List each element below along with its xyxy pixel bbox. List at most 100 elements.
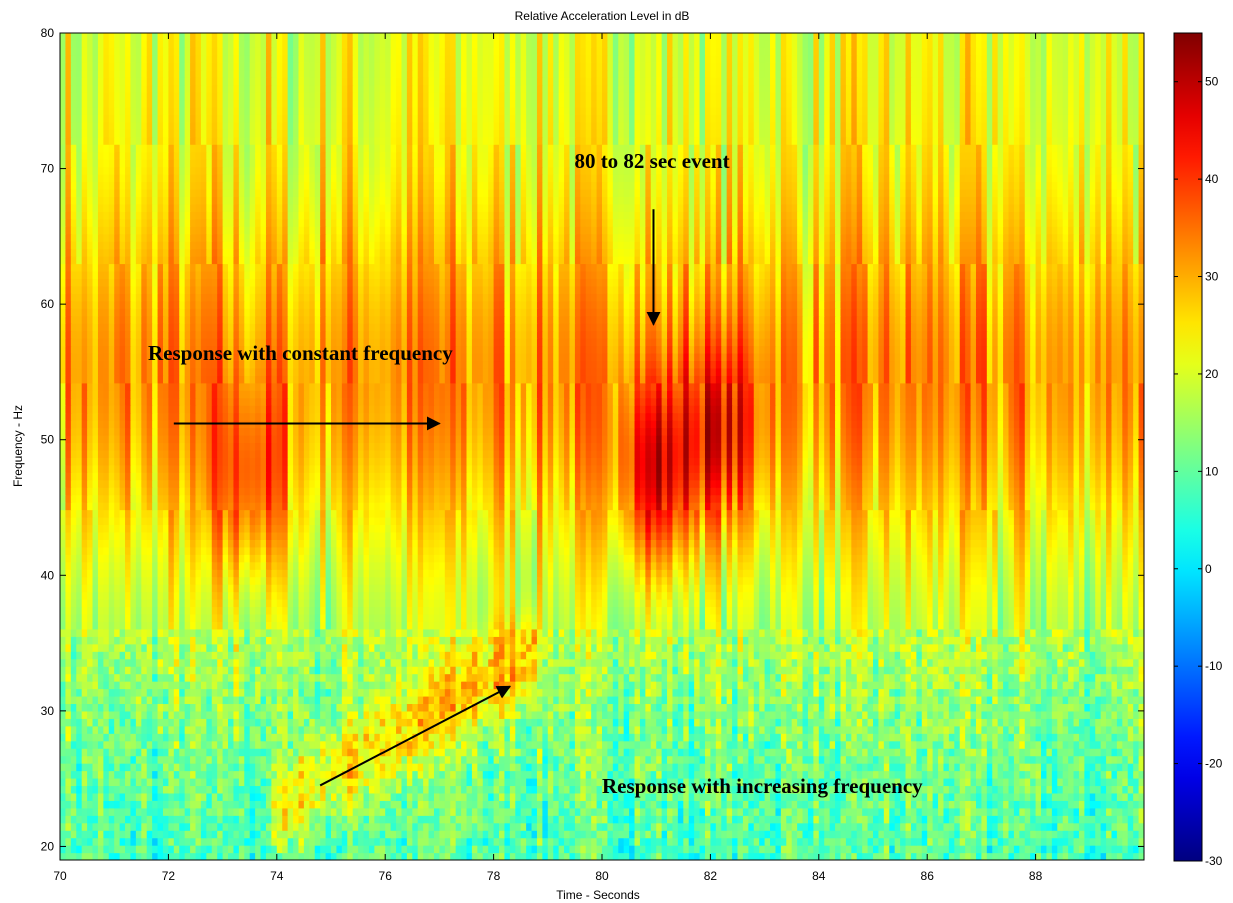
heatmap-cell [591,755,598,764]
heatmap-cell [368,800,375,809]
heatmap-cell [818,770,825,779]
heatmap-cell [401,725,408,734]
heatmap-cell [1008,815,1015,824]
heatmap-cell [1078,800,1085,809]
heatmap-cell [146,815,153,824]
heatmap-cell [526,852,533,860]
heatmap-cell [233,703,240,712]
heatmap-cell [1051,681,1058,690]
heatmap-cell [379,792,386,801]
heatmap-cell [775,837,782,846]
heatmap-cell [683,673,690,682]
heatmap-cell [146,755,153,764]
heatmap-cell [759,681,766,690]
heatmap-cell [1030,785,1037,794]
heatmap-cell [331,807,338,816]
heatmap-cell [363,740,370,749]
heatmap-cell [119,740,126,749]
heatmap-cell [677,673,684,682]
heatmap-cell [970,725,977,734]
heatmap-cell [965,710,972,719]
heatmap-cell [726,710,733,719]
heatmap-cell [883,740,890,749]
heatmap-cell [612,770,619,779]
heatmap-cell [125,845,132,854]
heatmap-cell [260,770,267,779]
heatmap-cell [916,807,923,816]
heatmap-cell [1057,770,1064,779]
heatmap-cell [1024,733,1031,742]
heatmap-cell [656,807,663,816]
heatmap-cell [797,740,804,749]
heatmap-cell [157,792,164,801]
heatmap-cell [667,763,674,772]
heatmap-cell [883,718,890,727]
heatmap-cell [954,845,961,854]
heatmap-cell [130,740,137,749]
heatmap-cell [602,733,609,742]
heatmap-cell [780,725,787,734]
heatmap-cell [488,748,495,757]
heatmap-cell [829,740,836,749]
heatmap-cell [786,792,793,801]
heatmap-cell [1122,777,1129,787]
heatmap-cell [477,815,484,824]
heatmap-cell [791,755,798,764]
heatmap-cell [87,800,94,809]
heatmap-cell [499,852,506,860]
heatmap-cell [1106,763,1113,772]
heatmap-cell [791,703,798,712]
heatmap-cell [732,748,739,757]
heatmap-cell [466,755,473,764]
heatmap-cell [742,852,749,860]
heatmap-cell [992,763,999,772]
heatmap-cell [797,770,804,779]
heatmap-cell [1089,710,1096,719]
heatmap-cell [374,748,381,757]
heatmap-cell [488,710,495,719]
heatmap-cell [710,748,717,757]
heatmap-cell [488,815,495,824]
heatmap-cell [461,710,468,719]
heatmap-cell [352,777,359,787]
heatmap-cell [222,822,229,831]
heatmap-cell [813,681,820,690]
heatmap-cell [195,785,202,794]
heatmap-cell [721,822,728,831]
heatmap-cell [986,695,993,705]
heatmap-cell [1138,695,1144,705]
heatmap-cell [629,763,636,772]
heatmap-cell [623,688,630,697]
heatmap-cell [883,822,890,831]
heatmap-cell [851,830,858,839]
heatmap-cell [103,688,110,697]
heatmap-cell [260,800,267,809]
heatmap-cell [1013,710,1020,719]
heatmap-cell [520,770,527,779]
heatmap-cell [780,815,787,824]
heatmap-cell [921,822,928,831]
heatmap-cell [1024,718,1031,727]
heatmap-cell [1068,792,1075,801]
heatmap-cell [358,830,365,839]
heatmap-cell [650,837,657,846]
heatmap-cell [309,673,316,682]
heatmap-cell [358,792,365,801]
heatmap-cell [1116,673,1123,682]
heatmap-cell [466,830,473,839]
heatmap-cell [574,785,581,794]
heatmap-cell [363,830,370,839]
heatmap-cell [623,763,630,772]
heatmap-cell [607,673,614,682]
heatmap-cell [81,688,88,697]
heatmap-cell [542,763,549,772]
heatmap-cell [260,845,267,854]
heatmap-cell [184,777,191,787]
heatmap-cell [428,688,435,697]
heatmap-cell [336,815,343,824]
heatmap-cell [87,695,94,705]
heatmap-cell [574,688,581,697]
heatmap-cell [580,792,587,801]
heatmap-cell [932,815,939,824]
heatmap-cell [997,785,1004,794]
